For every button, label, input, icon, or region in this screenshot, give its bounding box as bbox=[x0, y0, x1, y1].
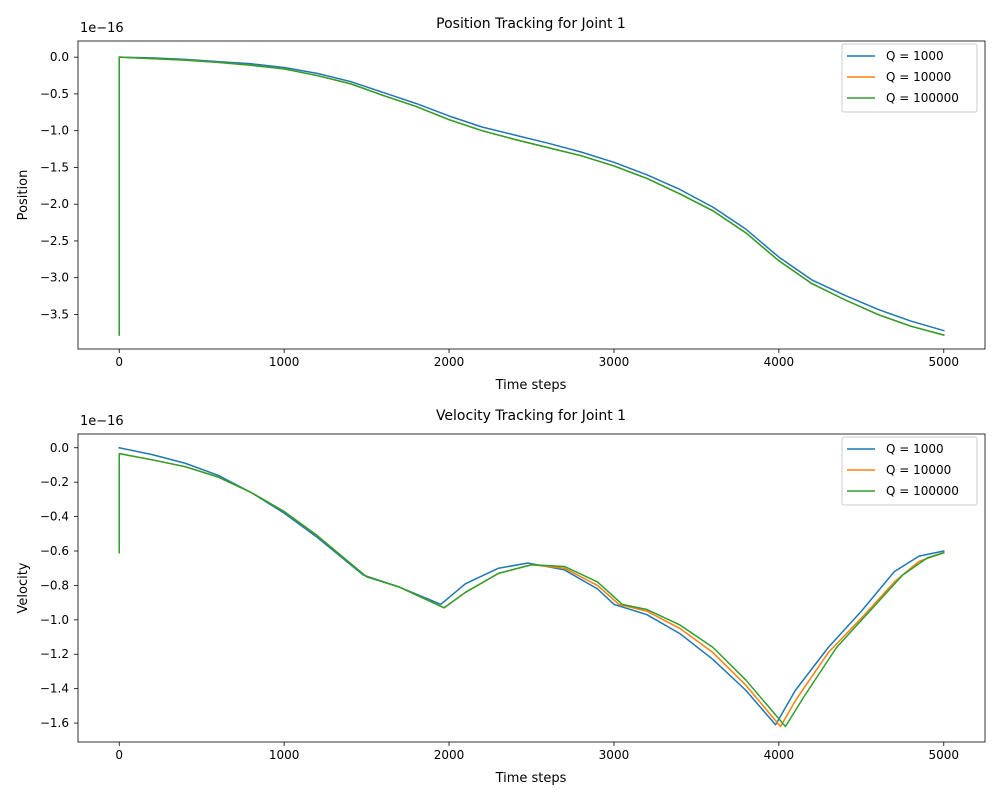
velocity-legend-label-3: Q = 100000 bbox=[886, 484, 959, 498]
position-plot-area: 0 1000 2000 3000 4000 5000 0.0 −0.5 −1.0 −1.5 −2.0… bbox=[40, 40, 986, 369]
velocity-subplot: Velocity Tracking for Joint 1 1e−16 Time… bbox=[16, 408, 986, 786]
position-x-tick-label: 2000 bbox=[434, 355, 465, 369]
position-y-tick-label: −2.0 bbox=[40, 197, 69, 211]
position-y-tick-label: −3.0 bbox=[40, 271, 69, 285]
velocity-x-tick-label: 5000 bbox=[928, 748, 959, 762]
position-legend-label-2: Q = 10000 bbox=[886, 70, 951, 84]
position-y-tick-label: −1.5 bbox=[40, 160, 69, 174]
velocity-y-tick-label: −1.2 bbox=[40, 647, 69, 661]
velocity-plot-area: 0 1000 2000 3000 4000 5000 0.0 −0.2 −0.4 −0.6 −0.8… bbox=[40, 433, 986, 762]
velocity-x-tick-label: 2000 bbox=[434, 748, 465, 762]
velocity-offset-text: 1e−16 bbox=[80, 414, 124, 429]
velocity-series-line-3 bbox=[118, 453, 945, 728]
position-x-tick-label: 0 bbox=[115, 355, 123, 369]
position-legend-label-1: Q = 1000 bbox=[886, 49, 944, 63]
velocity-legend-label-1: Q = 1000 bbox=[886, 442, 944, 456]
velocity-y-tick-label: −0.2 bbox=[40, 475, 69, 489]
position-x-tick-label: 4000 bbox=[764, 355, 795, 369]
velocity-x-tick-label: 3000 bbox=[599, 748, 630, 762]
position-y-tick-label: −1.0 bbox=[40, 124, 69, 138]
velocity-legend-box bbox=[841, 436, 978, 506]
position-y-tick-label: −0.5 bbox=[40, 87, 69, 101]
position-title: Position Tracking for Joint 1 bbox=[436, 16, 626, 32]
velocity-x-tick-label: 4000 bbox=[764, 748, 795, 762]
position-x-tick-label: 5000 bbox=[928, 355, 959, 369]
position-subplot: Position Tracking for Joint 1 1e−16 Time… bbox=[16, 16, 986, 393]
velocity-legend-label-2: Q = 10000 bbox=[886, 463, 951, 477]
velocity-y-tick-label: −0.6 bbox=[40, 544, 69, 558]
velocity-x-tick-label: 1000 bbox=[269, 748, 300, 762]
position-ylabel: Position bbox=[16, 170, 31, 221]
position-series-group bbox=[118, 56, 945, 336]
velocity-y-tick-label: −0.4 bbox=[40, 510, 69, 524]
position-series-line-1 bbox=[118, 56, 945, 332]
position-legend-box bbox=[841, 43, 978, 113]
velocity-series-group bbox=[118, 446, 945, 728]
position-legend-label-3: Q = 100000 bbox=[886, 91, 959, 105]
velocity-y-tick-label: −1.0 bbox=[40, 613, 69, 627]
velocity-legend: Q = 1000 Q = 10000 Q = 100000 bbox=[841, 436, 978, 506]
position-y-tick-label: −2.5 bbox=[40, 234, 69, 248]
position-x-tick-label: 3000 bbox=[599, 355, 630, 369]
position-legend: Q = 1000 Q = 10000 Q = 100000 bbox=[841, 43, 978, 113]
velocity-y-tick-label: −1.4 bbox=[40, 682, 69, 696]
position-y-tick-label: −3.5 bbox=[40, 307, 69, 321]
velocity-y-tick-label: −1.6 bbox=[40, 716, 69, 730]
position-xlabel: Time steps bbox=[495, 378, 567, 393]
position-y-tick-label: 0.0 bbox=[50, 50, 69, 64]
position-offset-text: 1e−16 bbox=[80, 21, 124, 36]
velocity-xlabel: Time steps bbox=[495, 771, 567, 786]
velocity-x-tick-label: 0 bbox=[115, 748, 123, 762]
position-series-line-3 bbox=[118, 56, 945, 336]
velocity-axes-frame bbox=[77, 433, 986, 743]
velocity-title: Velocity Tracking for Joint 1 bbox=[436, 408, 626, 424]
velocity-ylabel: Velocity bbox=[16, 562, 31, 613]
position-axes-frame bbox=[77, 40, 986, 350]
velocity-y-tick-label: 0.0 bbox=[50, 441, 69, 455]
position-x-tick-label: 1000 bbox=[269, 355, 300, 369]
velocity-y-tick-label: −0.8 bbox=[40, 578, 69, 592]
